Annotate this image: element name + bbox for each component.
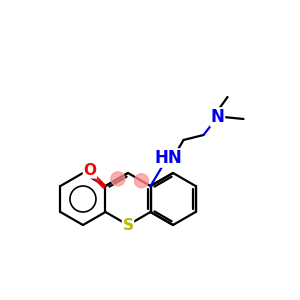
- Text: HN: HN: [154, 149, 182, 167]
- Text: S: S: [122, 218, 134, 232]
- Circle shape: [134, 174, 148, 188]
- Text: O: O: [83, 163, 96, 178]
- Text: N: N: [211, 108, 224, 126]
- Circle shape: [111, 172, 125, 186]
